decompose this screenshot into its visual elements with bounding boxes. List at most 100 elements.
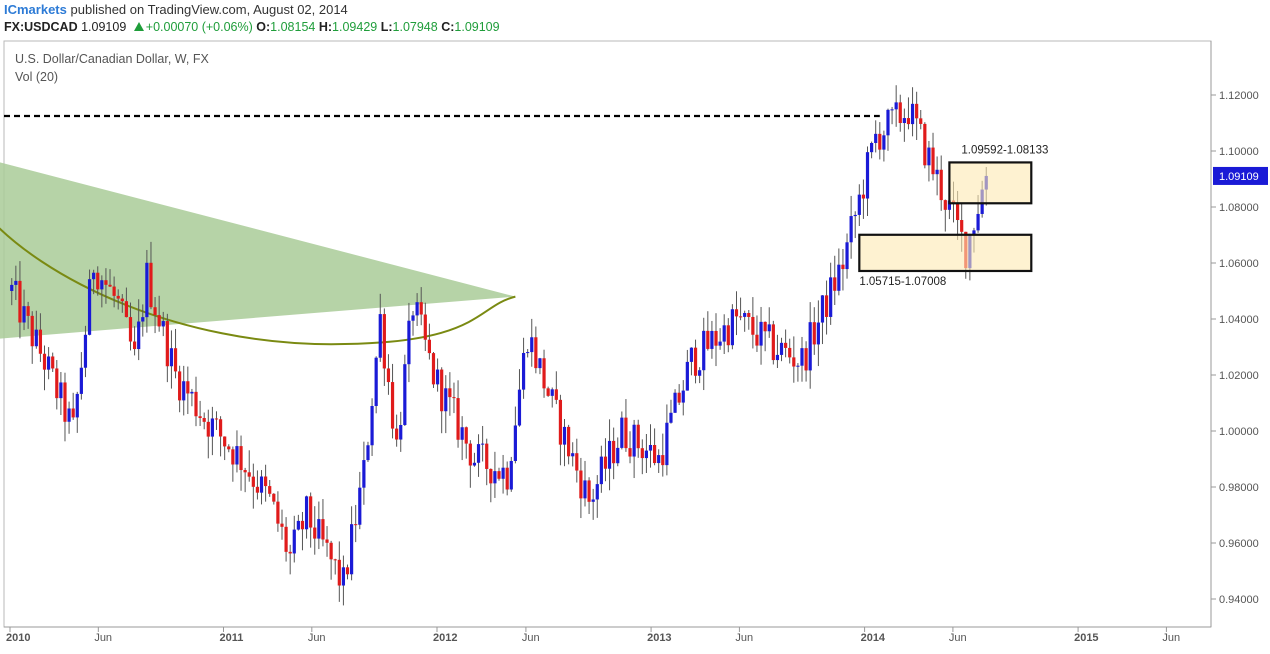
y-tick-label: 1.08000 [1219,202,1259,214]
candle [759,306,763,365]
candle-down [587,480,591,502]
candle-down [485,443,489,469]
candle-up [702,330,706,371]
candle [902,108,906,142]
candle [521,337,526,399]
x-tick-label: 2012 [433,632,457,644]
published-text: published on TradingView.com, August 02,… [70,2,348,17]
candle [427,323,431,360]
candle [505,461,509,496]
candle [452,382,456,414]
candle-up [972,230,976,235]
y-tick-label: 1.02000 [1219,370,1259,382]
candle [38,313,43,362]
candle-up [403,364,407,426]
candle [673,389,677,413]
candle-down [542,358,546,389]
candle-down [354,524,358,526]
candle-down [202,418,206,422]
triangle-pattern [0,162,516,339]
candle-down [726,325,730,346]
candle [804,341,808,382]
candle [317,501,321,550]
candle [751,297,755,349]
candle-up [550,389,554,396]
candle [18,261,22,339]
candle [685,349,689,391]
candle [882,130,886,162]
candle-up [644,450,649,459]
candle-up [14,280,18,285]
candle [431,352,436,388]
candle [722,314,726,354]
candle [116,289,120,310]
candle-up [407,320,411,365]
candle [300,511,305,551]
candle-up [710,330,714,349]
candle [239,435,243,491]
candle [943,199,947,232]
candle-up [366,445,370,461]
candle-down [382,314,386,369]
candle [607,419,612,491]
candle-up [259,476,264,493]
candle-up [145,262,149,318]
candle [333,558,337,575]
candle [194,376,198,427]
candle-down [120,298,124,302]
candle [190,388,194,407]
candle-up [481,443,485,445]
candle-up [665,422,669,466]
candle-up [648,444,653,451]
plot-frame [3,40,1212,628]
candle [374,356,378,414]
candle-up [435,369,440,385]
candle [861,179,866,219]
zone-label: 1.09592-1.08133 [961,144,1048,156]
candle-down [448,388,452,398]
candle-up [837,264,841,291]
high-value: 1.09429 [332,20,378,34]
candle-down [231,449,235,465]
candle [763,321,767,352]
candle-up [902,118,906,124]
candle [915,91,919,140]
candle [513,406,517,464]
candle [264,464,268,502]
candle-down [497,471,501,479]
candle-up [235,446,239,465]
candle-down [157,315,161,327]
candle-down [464,427,468,444]
candle-up [513,425,517,461]
candle-down [534,337,538,369]
candle [501,454,505,494]
candle-up [829,277,833,317]
candle-up [595,484,599,500]
candle [718,328,722,350]
candle-down [55,368,59,399]
x-tick-label: Jun [308,632,326,644]
publisher-link[interactable]: ICmarkets [4,2,67,17]
candle-down [456,398,460,440]
candle-down [554,389,558,400]
candle-down [206,421,210,437]
candle [182,365,186,416]
candle-up [358,487,362,525]
candle [382,308,386,386]
candle [448,372,452,416]
candle [435,358,440,392]
candle [743,310,747,332]
candle [10,278,14,306]
candle [493,451,497,498]
candle-up [562,426,567,445]
candle-down [247,472,251,477]
candle-down [824,295,829,317]
candle [157,295,161,332]
candle-up [169,348,174,367]
candle-down [239,446,243,471]
candle-up [79,367,83,394]
candle-up [501,467,505,479]
candle [517,369,522,427]
candle [841,249,845,291]
